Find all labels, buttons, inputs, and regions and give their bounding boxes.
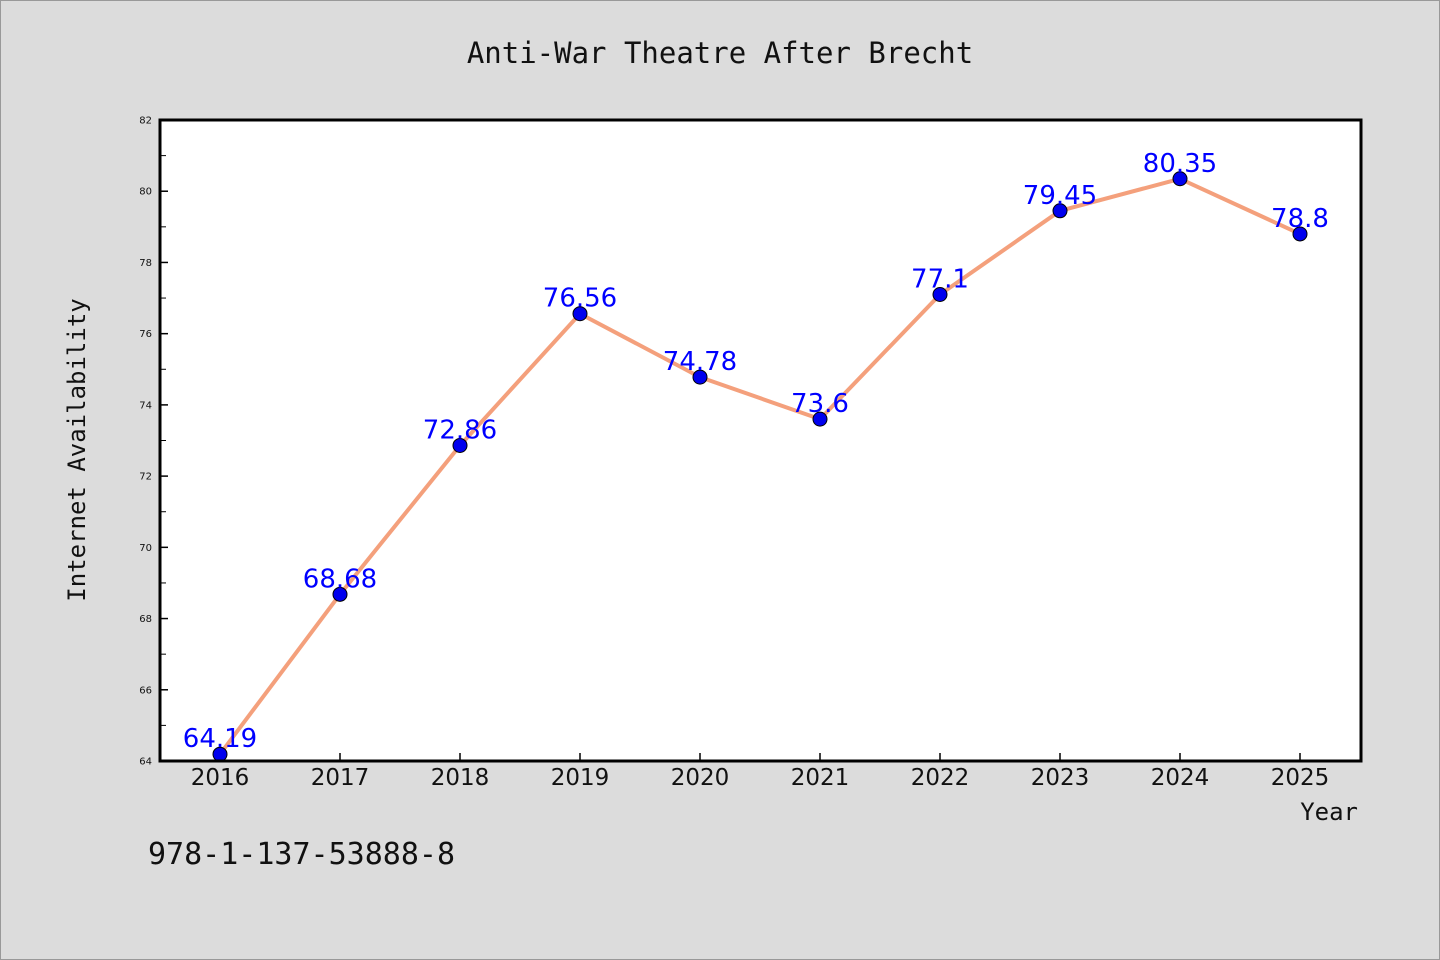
data-point xyxy=(812,411,828,427)
x-tick-label: 2025 xyxy=(1271,765,1330,791)
y-tick-label: 80 xyxy=(139,187,152,198)
x-tick-label: 2018 xyxy=(431,765,490,791)
y-tick-label: 82 xyxy=(139,116,152,127)
data-point xyxy=(932,286,948,302)
data-label: 72.86 xyxy=(423,415,497,445)
x-tick-label: 2020 xyxy=(671,765,730,791)
data-point xyxy=(1172,171,1188,187)
y-tick-label: 74 xyxy=(139,400,152,411)
chart-title: Anti-War Theatre After Brecht xyxy=(467,36,973,70)
y-tick-label: 76 xyxy=(139,329,152,340)
y-axis-label: Internet Availability xyxy=(63,298,91,601)
data-label: 68.68 xyxy=(303,564,377,594)
x-axis: 2016 2017 2018 2019 2020 2021 2022 2023 2024 2025 xyxy=(191,753,1330,791)
x-tick-label: 2021 xyxy=(791,765,850,791)
y-tick-label: 72 xyxy=(139,472,152,483)
y-tick-label: 70 xyxy=(139,543,152,554)
data-label: 77.1 xyxy=(911,264,969,294)
x-tick-label: 2019 xyxy=(551,765,610,791)
data-label: 78.8 xyxy=(1271,204,1329,234)
data-point xyxy=(452,437,468,453)
x-tick-label: 2022 xyxy=(911,765,970,791)
y-tick-label: 64 xyxy=(139,757,152,768)
data-point xyxy=(1052,203,1068,219)
series-line xyxy=(218,176,1302,757)
x-tick-label: 2024 xyxy=(1151,765,1210,791)
series-layer: 64.19 68.68 72.86 76.56 74.78 73.6 77.1 79.45 80… xyxy=(183,149,1329,762)
x-tick-label: 2023 xyxy=(1031,765,1090,791)
footer-code: 978-1-137-53888-8 xyxy=(148,837,455,872)
x-axis-label: Year xyxy=(1300,798,1358,826)
y-tick-label: 68 xyxy=(139,614,152,625)
data-point xyxy=(572,306,588,322)
data-label: 64.19 xyxy=(183,724,257,754)
data-label: 80.35 xyxy=(1143,149,1217,179)
plot-frame xyxy=(158,118,1363,763)
data-point xyxy=(332,586,348,602)
data-label: 76.56 xyxy=(543,284,617,314)
y-tick-label: 66 xyxy=(139,685,152,696)
data-point xyxy=(1292,226,1308,242)
x-tick-label: 2016 xyxy=(191,765,250,791)
data-label: 79.45 xyxy=(1023,181,1097,211)
data-label: 74.78 xyxy=(663,347,737,377)
data-label: 73.6 xyxy=(791,389,849,419)
data-point xyxy=(692,369,708,385)
x-tick-label: 2017 xyxy=(311,765,370,791)
plot-area xyxy=(160,120,1361,761)
y-tick-label: 78 xyxy=(139,258,152,269)
